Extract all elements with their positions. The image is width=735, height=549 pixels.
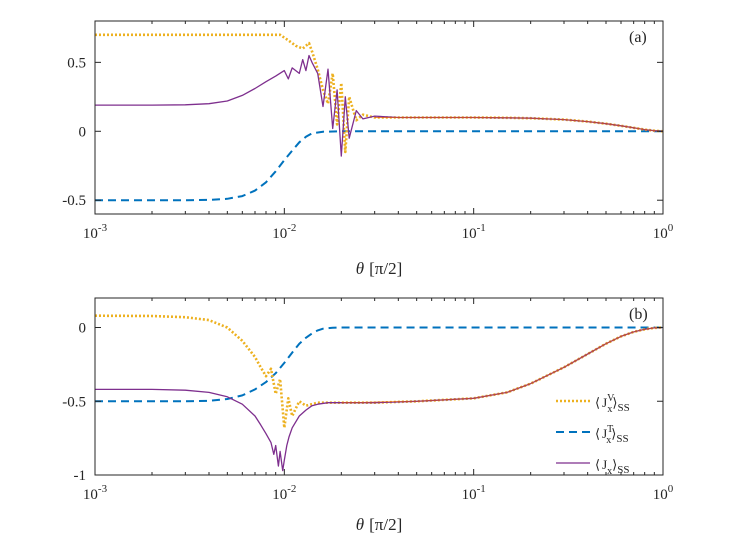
plot-area <box>95 298 663 475</box>
x-tick-exponent: -1 <box>477 222 486 234</box>
series-group <box>95 314 663 472</box>
x-tick-exponent: -2 <box>287 222 296 234</box>
legend-label: ⟨ JV x⟩SS <box>595 393 630 415</box>
panel-label: (a) <box>629 29 647 46</box>
x-tick-label: 10-3 <box>83 222 108 242</box>
x-tick-base: 10 <box>83 226 98 242</box>
x-tick-exponent: -2 <box>287 483 296 495</box>
x-tick-label: 10-2 <box>272 222 296 242</box>
x-tick-base: 10 <box>83 487 98 503</box>
y-tick-label: 0 <box>79 321 87 337</box>
legend-label: ⟨ Jx⟩SS <box>595 457 629 477</box>
x-tick-exponent: -1 <box>477 483 486 495</box>
x-axis-symbol: θ <box>356 515 364 534</box>
x-tick-label: 100 <box>653 222 674 242</box>
legend-item: ⟨ JT x⟩SS <box>556 424 629 446</box>
x-tick-label: 100 <box>653 483 674 503</box>
x-tick-base: 10 <box>272 487 287 503</box>
x-axis-symbol: θ <box>356 259 364 278</box>
x-tick-exponent: -3 <box>98 483 108 495</box>
x-axis-title: θ [π/2] <box>356 259 403 278</box>
y-tick-label: -1 <box>74 468 87 484</box>
x-axis-unit: [π/2] <box>369 259 402 278</box>
x-tick-label: 10-2 <box>272 483 296 503</box>
y-tick-label: -0.5 <box>62 193 86 209</box>
axes-box <box>94 20 664 215</box>
x-tick-base: 10 <box>462 487 477 503</box>
legend-item: ⟨ Jx⟩SS <box>556 457 629 477</box>
x-tick-exponent: 0 <box>668 222 674 234</box>
x-tick-label: 10-1 <box>462 222 486 242</box>
legend-label: ⟨ JT x⟩SS <box>595 424 629 446</box>
y-tick-label: -0.5 <box>62 394 86 410</box>
series-line-jx-t <box>95 130 663 202</box>
x-tick-base: 10 <box>272 226 287 242</box>
x-tick-base: 10 <box>653 487 668 503</box>
series-group <box>95 33 663 202</box>
series-line-fit-red <box>341 327 663 404</box>
legend: ⟨ JV x⟩SS ⟨ JT x⟩SS ⟨ Jx⟩SS <box>556 393 630 477</box>
panel-label: (b) <box>629 306 648 323</box>
legend-item: ⟨ JV x⟩SS <box>556 393 630 415</box>
panel-b: 10-3 10-2 10-1 100-1-0.50θ [π/2](b)⟨ JV x⟩SS⟨ J… <box>62 297 674 534</box>
y-tick-label: 0.5 <box>67 55 86 71</box>
series-line-fit-red <box>374 117 663 132</box>
series-line-jx-t <box>95 326 663 403</box>
x-axis-title: θ [π/2] <box>356 515 403 534</box>
x-tick-label: 10-3 <box>83 483 108 503</box>
x-tick-exponent: 0 <box>668 483 674 495</box>
axes-box <box>94 297 664 476</box>
y-tick-label: 0 <box>79 124 87 140</box>
x-tick-exponent: -3 <box>98 222 108 234</box>
x-tick-label: 10-1 <box>462 483 486 503</box>
x-axis-unit: [π/2] <box>369 515 402 534</box>
x-tick-base: 10 <box>653 226 668 242</box>
panel-a: 10-3 10-2 10-1 100-0.500.5θ [π/2](a) <box>62 20 674 278</box>
x-tick-base: 10 <box>462 226 477 242</box>
